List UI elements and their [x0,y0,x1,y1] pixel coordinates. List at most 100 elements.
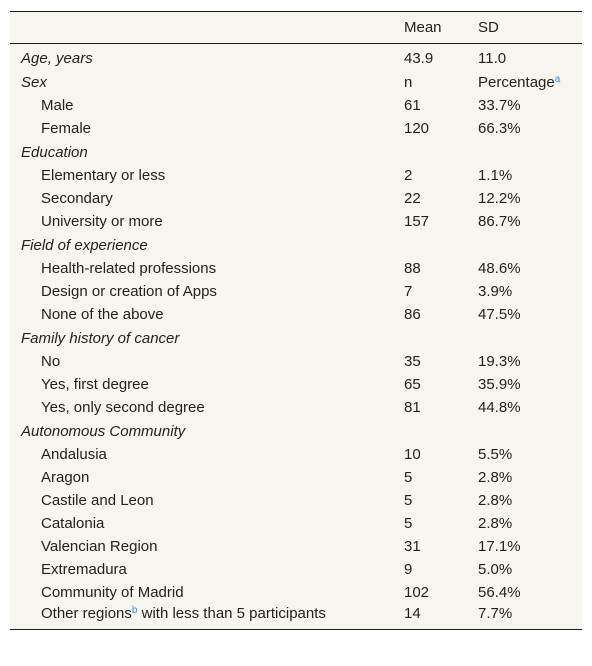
row-label: No [10,350,404,373]
row-label: Aragon [10,466,404,489]
mean-cell [404,140,478,164]
table-body: Age, years 43.9 11.0 Sex n Percentagea Male 61 3… [10,44,582,630]
row-label-text: Extremadura [41,561,127,578]
row-label-text: Age, years [21,50,93,67]
mean-cell: 7 [404,283,413,300]
section-row: Autonomous Community [10,419,582,443]
sd-cell: 2.8% [478,512,582,535]
sd-value: 2.8% [478,515,513,532]
row-label-text: Yes, only second degree [41,399,205,416]
table-row: Secondary 22 12.2% [10,187,582,210]
row-label-text: Education [21,144,88,161]
table-row: No 35 19.3% [10,350,582,373]
sd-value: 3.9% [478,283,513,300]
sd-cell: 2.8% [478,466,582,489]
sd-cell: 66.3% [478,117,582,140]
row-label-text: Catalonia [41,515,105,532]
row-label: Other regionsb with less than 5 particip… [10,604,404,630]
row-label-text: No [41,353,61,370]
section-row: Family history of cancer [10,326,582,350]
footnote-marker[interactable]: a [554,74,561,85]
table-row: Elementary or less 2 1.1% [10,164,582,187]
sd-value: 11.0 [478,50,507,67]
sd-value: 44.8% [478,399,521,416]
row-label-text: Elementary or less [41,167,166,184]
row-label-text: Family history of cancer [21,330,180,347]
table-row: Female 120 66.3% [10,117,582,140]
header-sd: SD [478,19,499,36]
mean-cell [404,419,478,443]
table-row: Male 61 33.7% [10,94,582,117]
header-mean: Mean [404,19,442,36]
mean-cell: 102 [404,584,430,601]
row-label-text: University or more [41,213,163,230]
sd-cell: 33.7% [478,94,582,117]
sd-value: 35.9% [478,376,521,393]
mean-cell [404,326,478,350]
sd-cell: 86.7% [478,210,582,233]
sd-cell [478,419,582,443]
mean-cell: 22 [404,190,421,207]
sd-value: 19.3% [478,353,521,370]
row-label: Family history of cancer [10,326,404,350]
table-row: Andalusia 10 5.5% [10,443,582,466]
row-label: Health-related professions [10,257,404,280]
row-label-text: Female [41,120,92,137]
row-label: Male [10,94,404,117]
mean-cell: n [404,74,413,91]
row-label-text: Sex [21,74,47,91]
sd-cell: 35.9% [478,373,582,396]
row-label-text: Other regions [41,605,132,622]
header-empty-cell [10,12,404,44]
sd-value: 2.8% [478,492,513,509]
row-label: Autonomous Community [10,419,404,443]
footnote-marker[interactable]: b [131,605,138,616]
table-row: Design or creation of Apps 7 3.9% [10,280,582,303]
row-label: Community of Madrid [10,581,404,604]
row-label: Yes, first degree [10,373,404,396]
row-label: Female [10,117,404,140]
row-label: Valencian Region [10,535,404,558]
row-label: Age, years [10,44,404,71]
sd-value: 47.5% [478,306,521,323]
row-label: Extremadura [10,558,404,581]
mean-cell: 31 [404,538,421,555]
row-label-text: Autonomous Community [21,423,186,440]
sd-cell: 3.9% [478,280,582,303]
mean-cell: 61 [404,97,421,114]
table-row: Health-related professions 88 48.6% [10,257,582,280]
sd-cell: 19.3% [478,350,582,373]
sd-value: 66.3% [478,120,521,137]
mean-cell: 81 [404,399,421,416]
row-label-text: Design or creation of Apps [41,283,217,300]
sd-value: 33.7% [478,97,521,114]
mean-cell: 2 [404,167,413,184]
row-label: Education [10,140,404,164]
table-row: Catalonia 5 2.8% [10,512,582,535]
row-label-text: Castile and Leon [41,492,154,509]
sd-cell: 7.7% [478,604,582,630]
table-row: University or more 157 86.7% [10,210,582,233]
sd-value: 56.4% [478,584,521,601]
mean-cell: 10 [404,446,421,463]
row-label: Secondary [10,187,404,210]
mean-cell: 35 [404,353,421,370]
sd-value: 1.1% [478,167,513,184]
row-label: Design or creation of Apps [10,280,404,303]
row-label: Catalonia [10,512,404,535]
mean-cell: 9 [404,561,413,578]
table-row: Aragon 5 2.8% [10,466,582,489]
row-label-text: Andalusia [41,446,107,463]
sd-cell: 56.4% [478,581,582,604]
table-row: None of the above 86 47.5% [10,303,582,326]
mean-cell: 43.9 [404,50,434,67]
mean-cell: 5 [404,515,413,532]
mean-cell: 120 [404,120,430,137]
row-label: Andalusia [10,443,404,466]
row-label-tail: with less than 5 participants [137,605,326,622]
sd-cell: 47.5% [478,303,582,326]
row-label-text: Health-related professions [41,260,217,277]
table-row: Yes, only second degree 81 44.8% [10,396,582,419]
sd-cell: 2.8% [478,489,582,512]
sd-cell: 5.0% [478,558,582,581]
